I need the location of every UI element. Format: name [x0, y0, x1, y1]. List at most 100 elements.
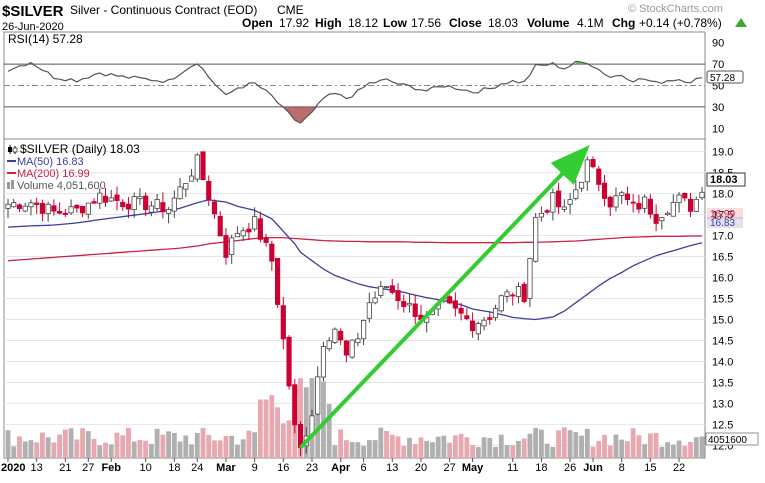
- volume-bar: [366, 440, 372, 458]
- volume-bar: [263, 399, 269, 458]
- candle-body: [326, 340, 332, 350]
- candle-body: [504, 291, 510, 297]
- volume-bar: [17, 436, 22, 458]
- volume-bar: [171, 432, 177, 458]
- candle-body: [636, 203, 642, 210]
- volume-bar: [567, 430, 573, 458]
- candle: [693, 196, 699, 212]
- candle-body: [469, 320, 476, 332]
- price-tick-label: 16.0: [712, 273, 733, 285]
- volume-bar: [441, 435, 447, 458]
- candle-body: [131, 196, 137, 211]
- volume-bar: [613, 434, 619, 458]
- price-axis: 19.018.518.017.517.016.516.015.515.014.5…: [712, 147, 733, 453]
- candle-body: [653, 213, 659, 224]
- candle: [361, 319, 367, 346]
- x-tick-label: 24: [191, 462, 203, 474]
- volume-legend-icon: [7, 180, 14, 189]
- candle-body: [22, 205, 28, 212]
- candle: [211, 199, 218, 219]
- candle-body: [194, 154, 200, 180]
- candle: [97, 188, 103, 210]
- volume-bar: [602, 434, 607, 458]
- volume-bar: [206, 434, 212, 458]
- volume-bar: [498, 434, 504, 458]
- candle: [206, 175, 212, 207]
- volume-bar: [114, 432, 120, 458]
- candle: [240, 227, 246, 242]
- high-value: 18.12: [348, 16, 378, 30]
- candle: [676, 191, 682, 213]
- candle-body: [229, 237, 235, 255]
- x-tick-label: 18: [168, 462, 180, 474]
- candle: [166, 206, 172, 224]
- low-value: 17.56: [411, 16, 441, 30]
- legend-volume: Volume 4,051,600: [17, 180, 106, 192]
- candle: [343, 339, 349, 363]
- candle: [590, 156, 596, 169]
- open-label: Open: [242, 16, 273, 30]
- candle-body: [177, 186, 183, 200]
- candle: [372, 291, 378, 305]
- candle: [183, 183, 189, 197]
- candle-body: [183, 183, 189, 190]
- volume-bar: [625, 441, 630, 458]
- candle: [28, 199, 34, 216]
- candle: [137, 188, 143, 205]
- volume-bar: [556, 430, 562, 458]
- candle-body: [166, 209, 172, 214]
- candle-body: [91, 201, 97, 204]
- volume-bar: [521, 438, 527, 458]
- volume-bar: [361, 445, 367, 458]
- volume-bar: [269, 395, 275, 458]
- candle: [274, 257, 281, 308]
- candle: [252, 207, 258, 232]
- candle: [653, 204, 659, 232]
- chg-value: +0.14 (+0.78%): [639, 16, 722, 30]
- candle: [114, 186, 120, 211]
- x-tick-label: 16: [277, 462, 289, 474]
- volume-bar: [229, 435, 235, 458]
- volume-bar: [435, 436, 441, 458]
- volume-bar: [143, 440, 149, 458]
- candle: [57, 202, 63, 215]
- volume-bar: [447, 442, 453, 458]
- candle-body: [79, 206, 86, 214]
- candle: [39, 199, 45, 222]
- candle: [79, 205, 86, 218]
- candle: [177, 178, 183, 200]
- volume-bar: [91, 438, 97, 458]
- candle: [401, 294, 407, 313]
- arrow-up-icon: [735, 18, 747, 27]
- candle-body: [515, 286, 522, 297]
- candle-body: [561, 206, 567, 210]
- volume-bar: [85, 431, 91, 458]
- candle: [624, 186, 631, 206]
- candle-body: [11, 202, 17, 208]
- candle-body: [406, 302, 413, 306]
- volume-header-value: 4.1M: [577, 16, 604, 30]
- volume-bar: [533, 427, 539, 458]
- candle: [452, 292, 458, 317]
- candle: [148, 201, 154, 217]
- watermark: © StockCharts.com: [628, 3, 723, 15]
- candlestick-icon: [8, 145, 18, 154]
- candle: [487, 311, 493, 325]
- price-tick-label: 13.0: [712, 398, 733, 410]
- volume-bar: [68, 428, 74, 458]
- volume-bar: [240, 439, 246, 458]
- x-tick-label: Feb: [101, 462, 121, 474]
- candle: [366, 292, 372, 323]
- candle-body: [154, 199, 160, 209]
- candle-body: [510, 294, 516, 297]
- volume-bar: [378, 427, 384, 458]
- candle: [349, 339, 355, 359]
- last-price-label: 18.03: [710, 174, 738, 186]
- candle-body: [665, 212, 671, 215]
- candle-body: [280, 305, 286, 340]
- volume-bar: [647, 433, 653, 458]
- volume-bar: [412, 443, 418, 458]
- rsi-current-marker: 57.28: [706, 70, 744, 84]
- x-tick-label: 13: [31, 462, 43, 474]
- x-tick-label: 6: [361, 462, 367, 474]
